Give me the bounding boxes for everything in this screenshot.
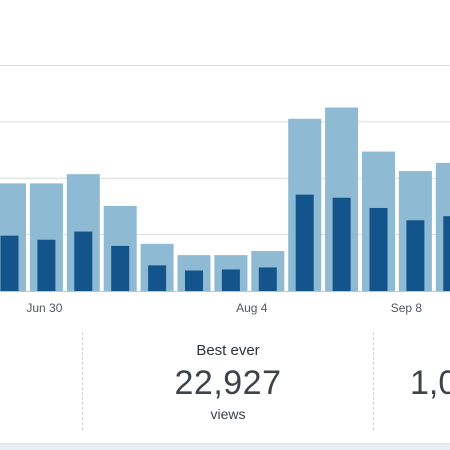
bottom-panel-edge xyxy=(0,443,450,450)
visitors-bar[interactable] xyxy=(406,220,425,291)
visitors-bar[interactable] xyxy=(295,194,314,291)
best-ever-value: 22,927 xyxy=(174,364,282,402)
stat-divider-left xyxy=(82,332,83,430)
bar-chart-svg: Jun 30 Aug 4 Sep 8 xyxy=(0,65,450,315)
x-tick-label: Jun 30 xyxy=(26,301,62,315)
visitors-bar[interactable] xyxy=(185,270,203,292)
x-tick-label: Aug 4 xyxy=(236,301,268,315)
stat-divider-right xyxy=(373,332,374,430)
visitors-bar[interactable] xyxy=(37,239,56,291)
stats-summary-row: Best ever 22,927 views 1,0 xyxy=(0,330,450,443)
views-chart: Jun 30 Aug 4 Sep 8 xyxy=(0,65,450,315)
visitors-bar[interactable] xyxy=(332,197,351,291)
chart-x-ticks: Jun 30 Aug 4 Sep 8 xyxy=(26,301,422,315)
x-tick-label: Sep 8 xyxy=(391,301,423,315)
visitors-bar[interactable] xyxy=(148,265,167,291)
chart-bars xyxy=(0,107,450,292)
visitors-bar[interactable] xyxy=(74,231,93,291)
visitors-bar[interactable] xyxy=(258,267,277,291)
visitors-bar[interactable] xyxy=(221,269,240,291)
right-stat-value: 1,0 xyxy=(410,364,450,402)
visitors-bar[interactable] xyxy=(369,207,388,291)
visitors-bar[interactable] xyxy=(443,216,450,291)
best-ever-unit: views xyxy=(210,406,246,422)
visitors-bar[interactable] xyxy=(111,245,130,291)
best-ever-title: Best ever xyxy=(196,342,260,359)
visitors-bar[interactable] xyxy=(0,235,19,291)
